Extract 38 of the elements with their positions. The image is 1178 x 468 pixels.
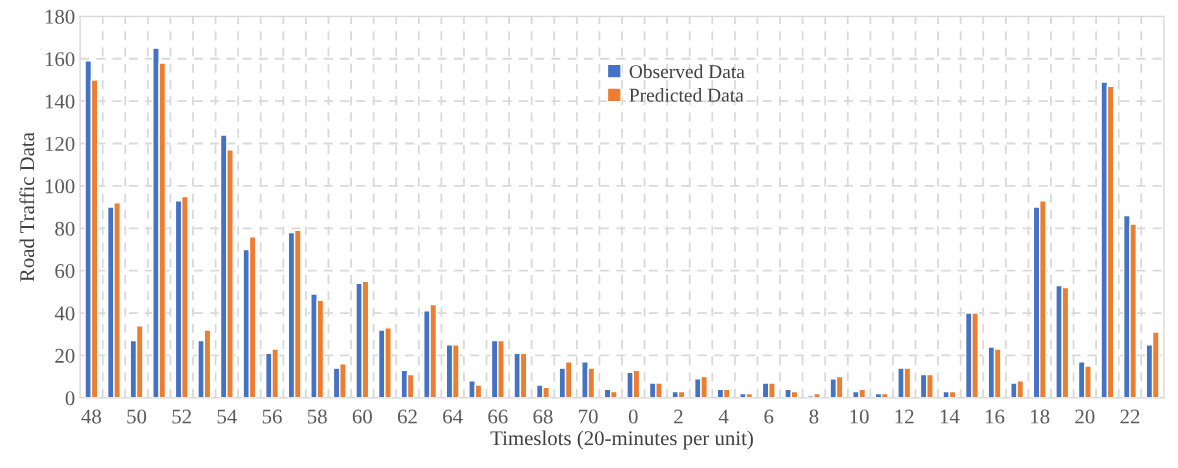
x-tick-label: 18 <box>1031 409 1050 424</box>
x-tick-label: 52 <box>172 409 191 424</box>
x-tick-label: 60 <box>352 409 372 424</box>
x-tick-label: 66 <box>488 409 508 424</box>
x-tick-label: 8 <box>809 409 819 424</box>
x-tick-label: 6 <box>764 409 774 424</box>
y-tick-label: 140 <box>45 94 75 109</box>
x-tick-label: 64 <box>443 409 463 424</box>
y-tick-label: 20 <box>55 348 75 363</box>
x-tick-label: 22 <box>1120 409 1140 424</box>
y-tick-label: 180 <box>45 9 75 24</box>
x-tick-label: 14 <box>940 409 960 424</box>
x-tick-label: 56 <box>262 409 282 424</box>
y-tick-label: 100 <box>45 179 75 194</box>
y-axis-title: Road Traffic Data <box>19 132 35 282</box>
x-tick-label: 50 <box>127 409 147 424</box>
x-tick-label: 58 <box>307 409 327 424</box>
y-tick-label: 40 <box>54 306 75 321</box>
x-tick-label: 12 <box>895 409 914 424</box>
x-axis-title: Timeslots (20-minutes per unit) <box>490 430 753 450</box>
x-tick-label: 48 <box>81 409 102 424</box>
x-tick-label: 2 <box>674 409 683 424</box>
legend-label: Observed Data <box>629 64 745 79</box>
x-tick-label: 54 <box>217 409 237 424</box>
y-tick-label: 60 <box>55 264 75 279</box>
legend-label: Predicted Data <box>629 88 744 102</box>
y-tick-label: 160 <box>45 52 75 67</box>
x-tick-label: 0 <box>628 409 638 424</box>
x-tick-label: 20 <box>1075 409 1095 424</box>
x-tick-label: 62 <box>397 409 417 424</box>
y-tick-label: 0 <box>65 391 75 406</box>
x-tick-label: 10 <box>850 409 869 424</box>
x-tick-label: 4 <box>718 409 729 424</box>
y-tick-label: 120 <box>45 136 75 151</box>
y-tick-label: 80 <box>55 221 75 236</box>
x-tick-label: 16 <box>985 409 1005 424</box>
x-tick-label: 70 <box>579 409 598 424</box>
x-tick-label: 68 <box>533 409 553 424</box>
